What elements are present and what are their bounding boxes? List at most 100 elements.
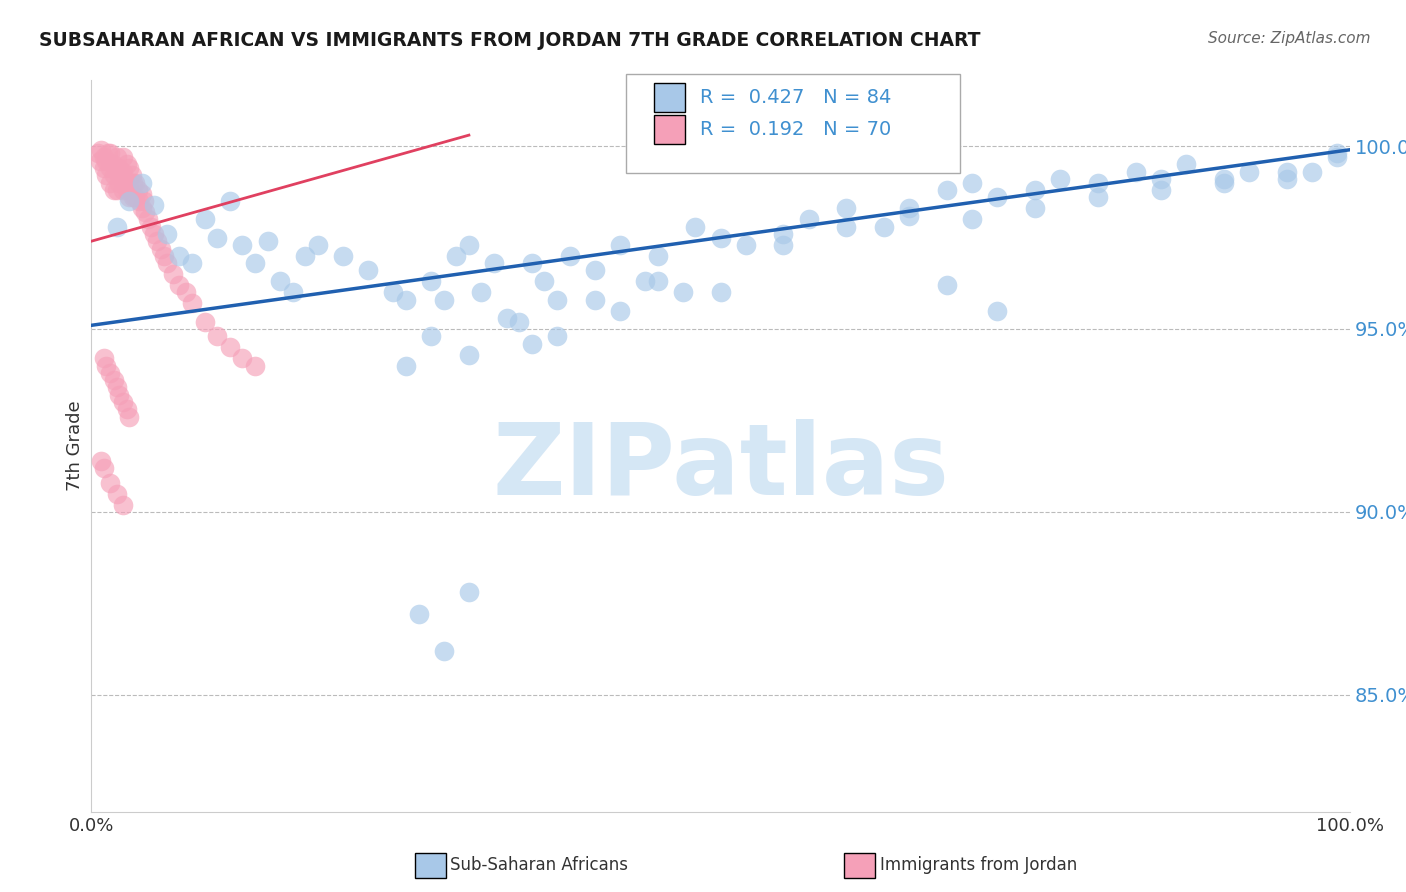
Point [205, 329, 228, 343]
Point [105, 150, 128, 164]
Point [243, 359, 266, 373]
Text: SUBSAHARAN AFRICAN VS IMMIGRANTS FROM JORDAN 7TH GRADE CORRELATION CHART: SUBSAHARAN AFRICAN VS IMMIGRANTS FROM JO… [39, 31, 981, 50]
Point [96, 153, 118, 168]
Point [508, 315, 530, 329]
Point [433, 644, 456, 658]
Point [118, 409, 141, 424]
Point [146, 234, 169, 248]
Point [139, 219, 162, 234]
Point [169, 278, 191, 293]
Point [98, 161, 121, 175]
Point [1024, 183, 1046, 197]
Point [205, 230, 228, 244]
Point [307, 237, 329, 252]
Point [433, 293, 456, 307]
FancyBboxPatch shape [654, 115, 685, 144]
Point [1237, 164, 1260, 178]
Point [898, 209, 921, 223]
Point [131, 176, 153, 190]
Point [156, 256, 179, 270]
Point [98, 146, 121, 161]
Point [1212, 176, 1236, 190]
Point [89, 153, 111, 168]
Point [98, 366, 121, 380]
Point [122, 190, 145, 204]
Point [101, 157, 124, 171]
Point [96, 169, 118, 183]
Point [734, 237, 756, 252]
Point [111, 183, 134, 197]
Point [395, 293, 418, 307]
Point [108, 161, 131, 175]
Point [772, 227, 794, 241]
Point [873, 219, 896, 234]
Y-axis label: 7th Grade: 7th Grade [66, 401, 84, 491]
Point [709, 285, 731, 300]
Point [1049, 172, 1071, 186]
Point [115, 183, 138, 197]
Point [986, 303, 1008, 318]
Point [1150, 183, 1173, 197]
Point [647, 249, 669, 263]
Point [131, 201, 153, 215]
Text: ZIPatlas: ZIPatlas [492, 419, 949, 516]
Point [98, 475, 121, 490]
Point [256, 234, 278, 248]
Point [446, 249, 468, 263]
Point [124, 190, 146, 204]
Point [936, 183, 959, 197]
Point [194, 315, 217, 329]
FancyBboxPatch shape [626, 74, 960, 173]
Point [685, 219, 707, 234]
Point [408, 607, 430, 622]
Point [169, 249, 191, 263]
Point [243, 256, 266, 270]
Point [103, 169, 125, 183]
Point [835, 201, 858, 215]
Point [520, 256, 543, 270]
Point [470, 285, 492, 300]
Point [105, 486, 128, 500]
Point [114, 176, 136, 190]
Point [1212, 172, 1236, 186]
Point [1326, 150, 1348, 164]
Point [609, 237, 631, 252]
Point [1150, 172, 1173, 186]
Point [558, 249, 581, 263]
Point [105, 219, 128, 234]
Point [124, 176, 146, 190]
Point [634, 274, 657, 288]
Point [962, 176, 984, 190]
Point [122, 176, 145, 190]
Point [1087, 190, 1109, 204]
Point [357, 263, 380, 277]
Point [143, 227, 166, 241]
Point [97, 146, 120, 161]
Point [546, 293, 568, 307]
Point [108, 388, 131, 402]
Point [90, 453, 112, 467]
Point [118, 176, 141, 190]
Point [93, 351, 115, 366]
Point [194, 212, 217, 227]
Point [118, 194, 141, 208]
Point [835, 219, 858, 234]
Point [520, 336, 543, 351]
Point [672, 285, 695, 300]
Text: Sub-Saharan Africans: Sub-Saharan Africans [450, 856, 628, 874]
Point [457, 237, 479, 252]
Point [110, 169, 132, 183]
Point [482, 256, 505, 270]
Point [546, 329, 568, 343]
Point [1326, 146, 1348, 161]
Text: Immigrants from Jordan: Immigrants from Jordan [880, 856, 1077, 874]
Point [709, 230, 731, 244]
Point [174, 285, 197, 300]
Point [111, 150, 134, 164]
Point [1301, 164, 1323, 178]
Point [181, 296, 204, 310]
Point [772, 237, 794, 252]
Point [105, 380, 128, 394]
Point [1125, 164, 1147, 178]
Point [647, 274, 669, 288]
